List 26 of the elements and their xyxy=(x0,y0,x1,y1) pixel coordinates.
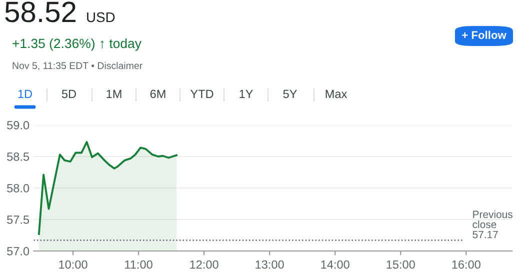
y-tick-label: 59.0 xyxy=(7,121,30,130)
text: 6M xyxy=(150,90,166,98)
x-tick-label: 16:00 xyxy=(452,260,480,269)
text: Max xyxy=(326,90,348,98)
text: USD xyxy=(87,12,115,22)
text: 1M xyxy=(106,90,122,98)
x-tick-label: 15:00 xyxy=(386,260,415,269)
text: 1D xyxy=(18,90,32,98)
x-tick-label: 12:00 xyxy=(190,260,218,269)
text: 1Y xyxy=(240,90,253,98)
text: 5D xyxy=(62,90,76,98)
text: + Follow xyxy=(462,30,506,39)
ref-line-label: Previous close 57.17 xyxy=(472,210,512,238)
x-tick-label: 14:00 xyxy=(321,260,350,269)
x-tick-label: 11:00 xyxy=(125,260,152,269)
text: +1.35 (2.36%) ↑ today xyxy=(12,38,142,51)
y-tick-label: 57.5 xyxy=(7,216,30,224)
y-tick-label: 58.5 xyxy=(7,152,30,161)
x-tick-label: 13:00 xyxy=(256,260,284,269)
y-tick-label: 57.0 xyxy=(7,247,30,256)
y-tick-label: 58.0 xyxy=(7,184,30,192)
text: 5Y xyxy=(283,90,297,98)
x-tick-label: 10:00 xyxy=(59,260,88,269)
text: Nov 5, 11:35 EDT • Disclaimer xyxy=(12,62,142,70)
text: YTD xyxy=(190,90,214,98)
text: 58.52 xyxy=(5,2,76,22)
